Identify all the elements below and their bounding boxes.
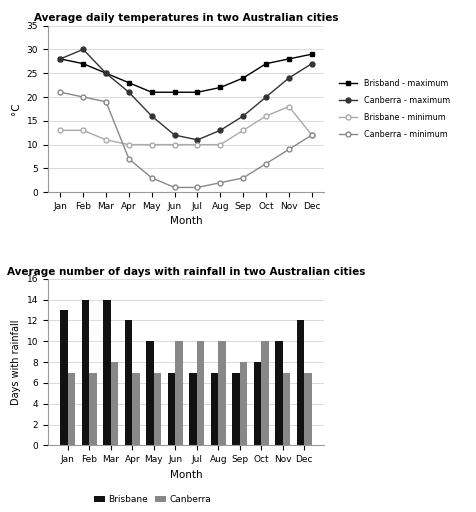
Title: Average daily temperatures in two Australian cities: Average daily temperatures in two Austra… [34,13,337,24]
Brisband - maximum [240,75,246,81]
Canberra - minimum [217,180,223,186]
Brisbane - minimum [240,127,246,134]
Brisbane - minimum [263,113,268,119]
Brisbane - minimum [194,141,200,147]
Bar [253,362,261,445]
Canberra - maximum [57,56,63,62]
Bar [296,321,304,445]
Brisband - maximum [126,80,131,86]
Bar [110,362,118,445]
X-axis label: Month: Month [169,217,202,226]
Brisband - maximum [171,89,177,95]
Title: Average number of days with rainfall in two Australian cities: Average number of days with rainfall in … [7,267,365,276]
Brisbane - minimum [149,141,154,147]
Canberra - minimum [240,175,246,181]
Canberra - maximum [103,70,109,76]
Canberra - minimum [103,99,109,105]
Canberra - maximum [171,132,177,138]
Bar [282,373,290,445]
Canberra - minimum [286,146,291,153]
Brisbane - minimum [286,103,291,110]
Brisband - maximum [149,89,154,95]
Brisbane - minimum [126,141,131,147]
Bar [175,342,182,445]
Bar [210,373,218,445]
Y-axis label: Days with rainfall: Days with rainfall [11,319,21,405]
Bar [68,373,75,445]
Brisbane - minimum [217,141,223,147]
Canberra - maximum [286,75,291,81]
Legend: Brisbane, Canberra: Brisbane, Canberra [90,492,215,508]
Brisband - maximum [103,70,109,76]
Brisbane - minimum [80,127,86,134]
Line: Brisband - maximum: Brisband - maximum [58,52,314,95]
Brisband - maximum [308,51,314,57]
Bar [275,342,282,445]
Bar [168,373,175,445]
Canberra - maximum [217,127,223,134]
Line: Canberra - minimum: Canberra - minimum [58,90,314,190]
Y-axis label: °C: °C [11,102,21,115]
Canberra - maximum [149,113,154,119]
Bar [239,362,247,445]
Brisband - maximum [217,84,223,91]
Brisband - maximum [194,89,200,95]
Brisbane - minimum [171,141,177,147]
Canberra - maximum [240,113,246,119]
Canberra - maximum [194,137,200,143]
Line: Brisbane - minimum: Brisbane - minimum [58,104,314,147]
Brisband - maximum [57,56,63,62]
Canberra - minimum [126,156,131,162]
Brisband - maximum [286,56,291,62]
Bar [304,373,311,445]
Brisbane - minimum [308,132,314,138]
X-axis label: Month: Month [169,470,202,480]
Canberra - minimum [194,184,200,190]
Bar [146,342,153,445]
Canberra - minimum [149,175,154,181]
Brisbane - minimum [57,127,63,134]
Canberra - minimum [263,161,268,167]
Brisband - maximum [263,60,268,67]
Canberra - maximum [126,89,131,95]
Canberra - minimum [308,132,314,138]
Bar [103,300,110,445]
Canberra - minimum [171,184,177,190]
Canberra - maximum [308,60,314,67]
Canberra - minimum [57,89,63,95]
Bar [89,373,97,445]
Bar [153,373,161,445]
Bar [132,373,139,445]
Bar [189,373,197,445]
Bar [197,342,204,445]
Bar [218,342,225,445]
Legend: Brisband - maximum, Canberra - maximum, Brisbane - minimum, Canberra - minimum: Brisband - maximum, Canberra - maximum, … [339,79,449,139]
Brisbane - minimum [103,137,109,143]
Canberra - minimum [80,94,86,100]
Canberra - maximum [80,46,86,52]
Bar [125,321,132,445]
Brisband - maximum [80,60,86,67]
Line: Canberra - maximum: Canberra - maximum [58,47,314,142]
Bar [232,373,239,445]
Bar [261,342,268,445]
Bar [60,310,68,445]
Bar [81,300,89,445]
Canberra - maximum [263,94,268,100]
